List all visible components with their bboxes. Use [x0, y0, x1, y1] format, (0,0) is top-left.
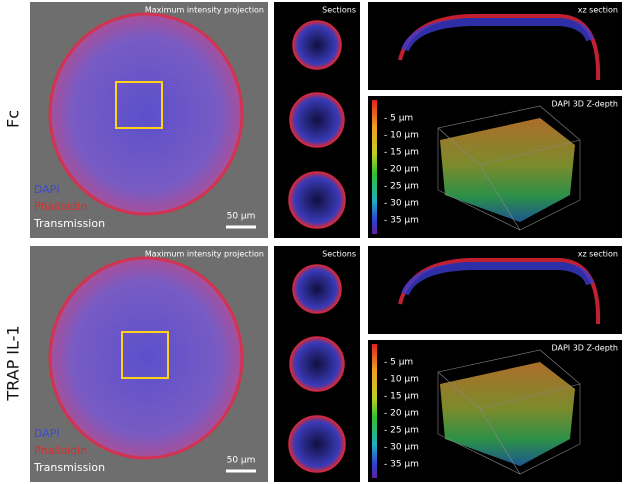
- spheroid: [48, 12, 244, 216]
- colorbar-label: - 5 µm: [384, 114, 413, 124]
- colorbar-label: - 25 µm: [384, 426, 419, 436]
- colorbar: [372, 344, 377, 478]
- nuclei-volume: [440, 362, 575, 466]
- legend-entry: DAPI: [34, 183, 60, 196]
- legend-entry: Transmission: [33, 461, 105, 474]
- legend-entry: Phalloidin: [34, 444, 87, 457]
- colorbar-label: - 5 µm: [384, 358, 413, 368]
- section: [292, 264, 342, 314]
- colorbar-label: - 30 µm: [384, 199, 419, 209]
- section: [288, 415, 346, 473]
- bounding-box: [437, 105, 581, 231]
- colorbar-label: - 10 µm: [384, 131, 419, 141]
- colorbar-label: - 20 µm: [384, 409, 419, 419]
- legend-entry: Phalloidin: [34, 200, 87, 213]
- colorbar-label: - 35 µm: [384, 460, 419, 470]
- panel-title: xz section: [578, 6, 618, 15]
- colorbar-label: - 35 µm: [384, 216, 419, 226]
- panel-title: xz section: [578, 250, 618, 259]
- panel-title: Sections: [322, 6, 356, 15]
- colorbar-label: - 25 µm: [384, 182, 419, 192]
- row-label: TRAP IL-1: [4, 325, 23, 401]
- colorbar-label: - 15 µm: [384, 148, 419, 158]
- colorbar-label: - 30 µm: [384, 443, 419, 453]
- panel-title: DAPI 3D Z-depth: [551, 344, 618, 353]
- scale-bar-label: 50 µm: [227, 456, 256, 466]
- spheroid: [48, 256, 244, 460]
- scale-bar-label: 50 µm: [227, 212, 256, 222]
- panel-title: Maximum intensity projection: [145, 6, 264, 15]
- xz-nuclei: [401, 262, 594, 296]
- panel-title: DAPI 3D Z-depth: [551, 100, 618, 109]
- zoom-box: [115, 81, 163, 129]
- row-label: Fc: [4, 110, 23, 128]
- bounding-box: [437, 349, 581, 475]
- legend-entry: Transmission: [33, 217, 105, 230]
- colorbar-label: - 20 µm: [384, 165, 419, 175]
- panel-title: Maximum intensity projection: [145, 250, 264, 259]
- colorbar-label: - 15 µm: [384, 392, 419, 402]
- xz-nuclei: [401, 18, 594, 52]
- section: [292, 20, 342, 70]
- section: [289, 336, 345, 392]
- section: [289, 92, 345, 148]
- section: [288, 171, 346, 229]
- nuclei-volume: [440, 118, 575, 222]
- panel-title: Sections: [322, 250, 356, 259]
- legend-entry: DAPI: [34, 427, 60, 440]
- zoom-box: [121, 331, 169, 379]
- colorbar: [372, 100, 377, 234]
- colorbar-label: - 10 µm: [384, 375, 419, 385]
